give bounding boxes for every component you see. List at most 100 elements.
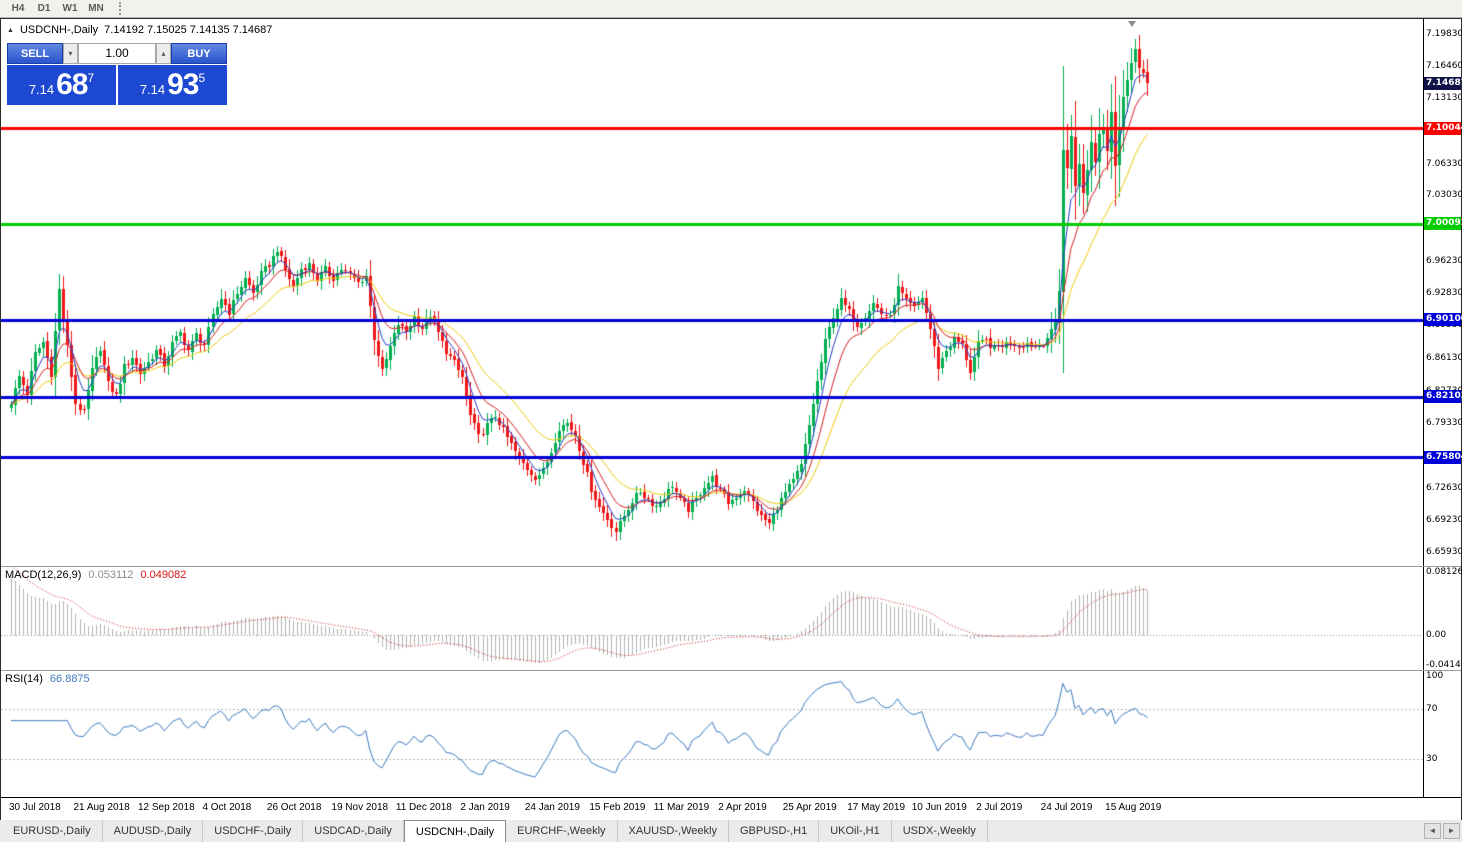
macd-tick: -0.04141 — [1426, 660, 1462, 670]
collapse-triangle-icon[interactable]: ▲ — [7, 26, 14, 34]
macd-canvas[interactable] — [1, 567, 1423, 670]
price-tick: 6.72630 — [1426, 482, 1462, 493]
rsi-tick: 30 — [1426, 754, 1438, 765]
chart-tab-audusd-daily[interactable]: AUDUSD-,Daily — [103, 820, 204, 842]
price-tick: 7.13130 — [1426, 93, 1462, 104]
price-axis[interactable]: 7.198307.164607.131307.097307.063307.030… — [1423, 19, 1462, 566]
chart-tab-eurchf-weekly[interactable]: EURCHF-,Weekly — [506, 820, 618, 842]
price-badge: 7.14687 — [1424, 76, 1462, 90]
chart-tab-gbpusd-h1[interactable]: GBPUSD-,H1 — [729, 820, 820, 842]
date-label: 30 Jul 2018 — [9, 802, 61, 813]
macd-plot-area: MACD(12,26,9) 0.053112 0.049082 — [1, 567, 1423, 670]
date-label: 17 May 2019 — [847, 802, 906, 813]
buy-price-point: 5 — [198, 71, 206, 85]
chart-ohlc-values: 7.14192 7.15025 7.14135 7.14687 — [104, 24, 273, 36]
chart-title: ▲ USDCNH-,Daily 7.14192 7.15025 7.14135 … — [7, 24, 272, 36]
price-tick: 7.19830 — [1426, 28, 1462, 39]
macd-tick: 0.08126 — [1426, 567, 1462, 577]
pane-separator[interactable] — [1, 670, 1461, 671]
price-badge: 6.82103 — [1424, 390, 1462, 404]
date-label: 10 Jun 2019 — [911, 802, 967, 813]
tab-scroll-buttons: ◄ ► — [1424, 823, 1460, 839]
volume-increase-button[interactable]: ▴ — [156, 43, 171, 64]
rsi-value: 66.8875 — [49, 673, 90, 685]
chart-tab-ukoil-h1[interactable]: UKOil-,H1 — [819, 820, 892, 842]
tab-scroll-right-icon[interactable]: ► — [1443, 823, 1460, 839]
macd-pane: MACD(12,26,9) 0.053112 0.049082 0.08126 0.0… — [1, 567, 1462, 670]
sell-price-panel[interactable]: 7.14 68 7 — [7, 65, 116, 105]
date-label: 21 Aug 2018 — [73, 802, 130, 813]
date-label: 12 Sep 2018 — [137, 802, 195, 813]
volume-input[interactable]: 1.00 — [78, 43, 156, 64]
rsi-tick: 100 — [1426, 671, 1444, 681]
price-badge: 7.10044 — [1424, 121, 1462, 135]
rsi-plot-area: RSI(14) 66.8875 — [1, 671, 1423, 797]
timeframe-w1-button[interactable]: W1 — [57, 1, 83, 16]
sell-price-major: 7.14 — [28, 81, 55, 97]
price-tick: 6.69230 — [1426, 515, 1462, 526]
date-label: 2 Apr 2019 — [718, 802, 767, 813]
timeframe-h4-button[interactable]: H4 — [5, 1, 31, 16]
rsi-label: RSI(14) 66.8875 — [5, 673, 90, 685]
macd-label: MACD(12,26,9) 0.053112 0.049082 — [5, 569, 186, 581]
buy-button[interactable]: BUY — [171, 43, 227, 64]
date-label: 25 Apr 2019 — [782, 802, 837, 813]
time-axis[interactable]: 30 Jul 2018 21 Aug 2018 12 Sep 2018 4 Oct 2… — [1, 797, 1461, 820]
main-plot-area: ▲ USDCNH-,Daily 7.14192 7.15025 7.14135 … — [1, 19, 1423, 566]
chart-tab-usdcad-daily[interactable]: USDCAD-,Daily — [303, 820, 404, 842]
toolbar-grip[interactable] — [119, 2, 127, 15]
timeframe-d1-button[interactable]: D1 — [31, 1, 57, 16]
buy-price-panel[interactable]: 7.14 93 5 — [118, 65, 227, 105]
sell-price-pips: 68 — [56, 68, 88, 101]
date-label: 2 Jul 2019 — [976, 802, 1023, 813]
date-label: 19 Nov 2018 — [331, 802, 389, 813]
rsi-pane: RSI(14) 66.8875 100 70 30 — [1, 671, 1461, 797]
timeframe-mn-button[interactable]: MN — [83, 1, 109, 16]
chart-tabs-bar: EURUSD-,Daily AUDUSD-,Daily USDCHF-,Daily U… — [0, 820, 1462, 842]
macd-name: MACD(12,26,9) — [5, 569, 82, 581]
volume-decrease-button[interactable]: ▾ — [63, 43, 78, 64]
price-tick: 6.96230 — [1426, 255, 1462, 266]
macd-main-value: 0.053112 — [88, 569, 134, 581]
date-label: 24 Jan 2019 — [524, 802, 580, 813]
chart-tab-usdx-weekly[interactable]: USDX-,Weekly — [892, 820, 988, 842]
price-tick: 6.79330 — [1426, 418, 1462, 429]
main-chart-canvas[interactable] — [1, 19, 1423, 566]
rsi-axis[interactable]: 100 70 30 — [1423, 671, 1460, 797]
price-tick: 6.86130 — [1426, 352, 1462, 363]
date-label: 24 Jul 2019 — [1040, 802, 1093, 813]
rsi-tick: 70 — [1426, 703, 1438, 714]
price-badge: 6.75804 — [1424, 450, 1462, 464]
chart-tab-usdcnh-daily[interactable]: USDCNH-,Daily — [403, 820, 507, 842]
chart-shift-marker-icon[interactable] — [1128, 21, 1136, 27]
price-tick: 6.65930 — [1426, 546, 1462, 557]
chart-tab-usdchf-daily[interactable]: USDCHF-,Daily — [203, 820, 304, 842]
macd-tick: 0.00 — [1426, 630, 1447, 641]
date-label: 4 Oct 2018 — [202, 802, 252, 813]
rsi-canvas[interactable] — [1, 671, 1423, 797]
price-tick: 6.92830 — [1426, 288, 1462, 299]
buy-price-pips: 93 — [167, 68, 199, 101]
chart-tab-xauusd-weekly[interactable]: XAUUSD-,Weekly — [618, 820, 729, 842]
price-tick: 7.16460 — [1426, 61, 1462, 72]
sell-price-point: 7 — [87, 71, 95, 85]
buy-price-major: 7.14 — [139, 81, 166, 97]
date-label: 15 Feb 2019 — [589, 802, 646, 813]
pane-separator[interactable] — [1, 566, 1461, 567]
timeframe-toolbar: H4 D1 W1 MN — [0, 0, 1462, 18]
price-badge: 7.00092 — [1424, 217, 1462, 231]
tab-scroll-left-icon[interactable]: ◄ — [1424, 823, 1441, 839]
sell-button[interactable]: SELL — [7, 43, 63, 64]
date-label: 2 Jan 2019 — [460, 802, 510, 813]
main-price-pane: ▲ USDCNH-,Daily 7.14192 7.15025 7.14135 … — [1, 19, 1462, 566]
chart-tabs: EURUSD-,Daily AUDUSD-,Daily USDCHF-,Daily U… — [0, 820, 1462, 842]
chart-tab-eurusd-daily[interactable]: EURUSD-,Daily — [2, 820, 103, 842]
date-label: 11 Dec 2018 — [395, 802, 452, 813]
one-click-trading-panel: SELL ▾ 1.00 ▴ BUY 7.14 68 7 7.14 93 5 — [7, 43, 227, 105]
date-label: 11 Mar 2019 — [653, 802, 710, 813]
date-label: 26 Oct 2018 — [266, 802, 322, 813]
macd-axis[interactable]: 0.08126 0.00 -0.04141 — [1423, 567, 1462, 670]
price-tick: 7.06330 — [1426, 158, 1462, 169]
chart-window: ▲ USDCNH-,Daily 7.14192 7.15025 7.14135 … — [0, 18, 1462, 820]
